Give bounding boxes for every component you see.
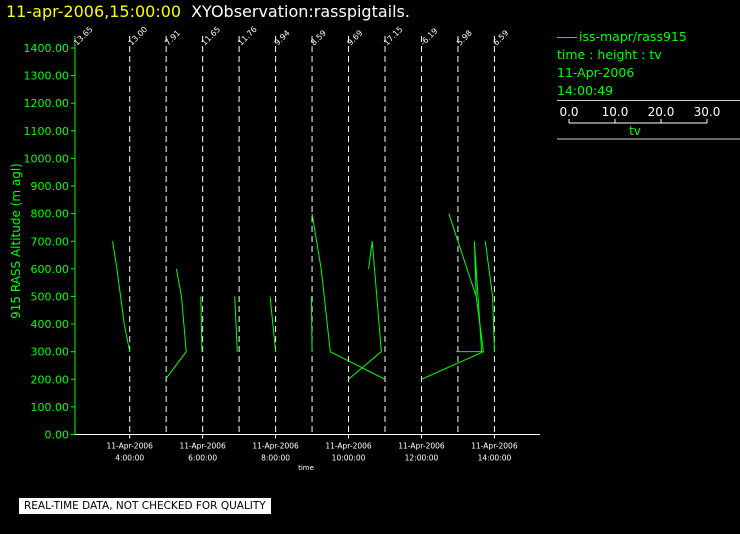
y-tick-label: 700.00 bbox=[31, 235, 70, 248]
y-tick-label: 900.00 bbox=[31, 180, 70, 193]
pigtail-traces bbox=[112, 213, 495, 380]
x-tick-date-label: 11-Apr-2006 bbox=[325, 442, 372, 451]
profile-tv-label: 9.69 bbox=[346, 28, 365, 47]
x-tick-date-label: 11-Apr-2006 bbox=[107, 442, 154, 451]
rass-trace bbox=[311, 213, 386, 380]
legend: iss-mapr/rass915 time : height : tv 11-A… bbox=[557, 28, 740, 141]
profile-tv-label: 7.91 bbox=[163, 28, 182, 47]
y-tick-label: 1300.00 bbox=[24, 70, 70, 83]
chart-title: 11-apr-2006,15:00:00 XYObservation:rasspi… bbox=[6, 2, 410, 21]
legend-series: iss-mapr/rass915 bbox=[557, 28, 740, 46]
legend-series-label: iss-mapr/rass915 bbox=[579, 29, 687, 44]
x-tick-time-label: 6:00:00 bbox=[188, 454, 217, 463]
rass-trace bbox=[310, 296, 313, 352]
profile-tv-label: 9.94 bbox=[273, 28, 292, 47]
y-tick-label: 400.00 bbox=[31, 318, 70, 331]
rass-trace bbox=[269, 296, 277, 352]
profile-tv-label: -6.19 bbox=[419, 26, 440, 47]
scale-tick-label: 10.0 bbox=[602, 105, 629, 119]
y-axis-label: 915 RASS Altitude (m agl) bbox=[9, 163, 23, 319]
x-tick-time-label: 4:00:00 bbox=[115, 454, 144, 463]
rass-trace bbox=[348, 241, 382, 380]
profile-tv-label: 6.59 bbox=[491, 28, 510, 47]
legend-description: time : height : tv bbox=[557, 47, 662, 62]
y-tick-label: 300.00 bbox=[31, 346, 70, 359]
x-axis: 11-Apr-2006 4:00:00 11-Apr-2006 6:00:00 11-A… bbox=[75, 434, 540, 463]
x-tick-time-label: 14:00:00 bbox=[478, 454, 512, 463]
scale-tick-label: 30.0 bbox=[694, 105, 721, 119]
scale-label: tv bbox=[629, 124, 641, 138]
rass-trace bbox=[456, 241, 483, 353]
y-tick-label: 800.00 bbox=[31, 208, 70, 221]
scale-tick-label: 0.0 bbox=[559, 105, 578, 119]
quality-notice: REAL-TIME DATA, NOT CHECKED FOR QUALITY bbox=[18, 497, 272, 515]
x-tick-date-label: 11-Apr-2006 bbox=[179, 442, 226, 451]
y-tick-label: 200.00 bbox=[31, 373, 70, 386]
x-tick-date-label: 11-Apr-2006 bbox=[471, 442, 518, 451]
x-tick-time-label: 12:00:00 bbox=[405, 454, 439, 463]
x-tick-date-label: 11-Apr-2006 bbox=[398, 442, 445, 451]
legend-time: 14:00:49 bbox=[557, 83, 614, 98]
y-tick-label: 600.00 bbox=[31, 263, 70, 276]
y-tick-label: 1100.00 bbox=[24, 125, 70, 138]
x-tick-date-label: 11-Apr-2006 bbox=[252, 442, 299, 451]
rass-trace bbox=[234, 296, 238, 352]
y-tick-label: 100.00 bbox=[31, 401, 70, 414]
rass-trace bbox=[200, 296, 203, 352]
x-axis-label: time bbox=[298, 464, 314, 472]
title-datetime: 11-apr-2006,15:00:00 bbox=[6, 2, 182, 21]
legend-line-swatch bbox=[557, 37, 577, 38]
rass-trace bbox=[421, 213, 485, 380]
y-tick-label: 1000.00 bbox=[24, 152, 70, 165]
x-tick-time-label: 10:00:00 bbox=[332, 454, 366, 463]
y-tick-label: 500.00 bbox=[31, 290, 70, 303]
rass-trace bbox=[484, 241, 495, 352]
scale-tick-label: 20.0 bbox=[648, 105, 675, 119]
rass-trace bbox=[112, 241, 131, 352]
x-tick-time-label: 8:00:00 bbox=[261, 454, 290, 463]
y-tick-label: 1200.00 bbox=[24, 97, 70, 110]
profile-tv-label: 5.98 bbox=[455, 28, 474, 47]
legend-divider bbox=[557, 100, 740, 101]
time-guides: 13.65 13.00 7.91 11.65 11.76 9.94 8.59 9.69 17.1… bbox=[72, 25, 510, 435]
y-axis: 0.00 100.00 200.00 300.00 400.00 500.00 600.00… bbox=[24, 40, 76, 442]
profile-tv-label: 8.59 bbox=[309, 28, 328, 47]
legend-date: 11-Apr-2006 bbox=[557, 65, 635, 80]
rass-trace bbox=[165, 268, 187, 380]
y-tick-label: 1400.00 bbox=[24, 42, 70, 55]
title-observation: XYObservation:rasspigtails. bbox=[191, 2, 410, 21]
legend-tv-scale: 0.0 10.0 20.0 30.0 tv bbox=[557, 105, 740, 140]
y-tick-label: 0.00 bbox=[45, 429, 70, 442]
